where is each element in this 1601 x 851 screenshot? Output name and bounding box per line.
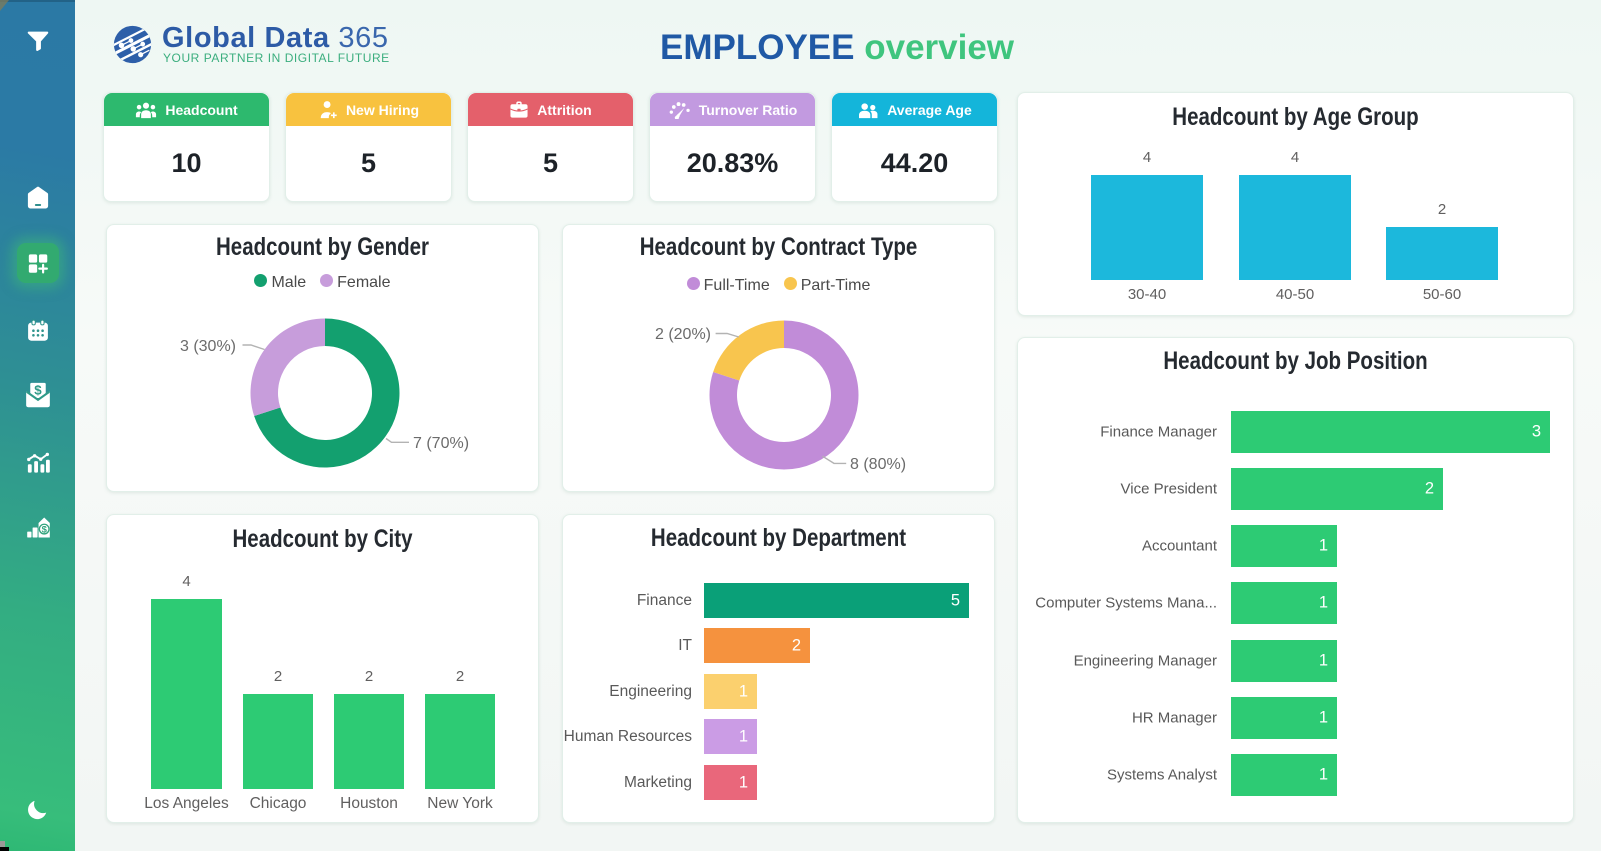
svg-text:2 (20%): 2 (20%) [655, 326, 711, 343]
svg-text:3 (30%): 3 (30%) [180, 338, 236, 355]
svg-text:$: $ [41, 525, 47, 536]
svg-text:$: $ [34, 383, 42, 398]
svg-text:8 (80%): 8 (80%) [850, 456, 906, 473]
svg-text:7 (70%): 7 (70%) [413, 435, 469, 452]
